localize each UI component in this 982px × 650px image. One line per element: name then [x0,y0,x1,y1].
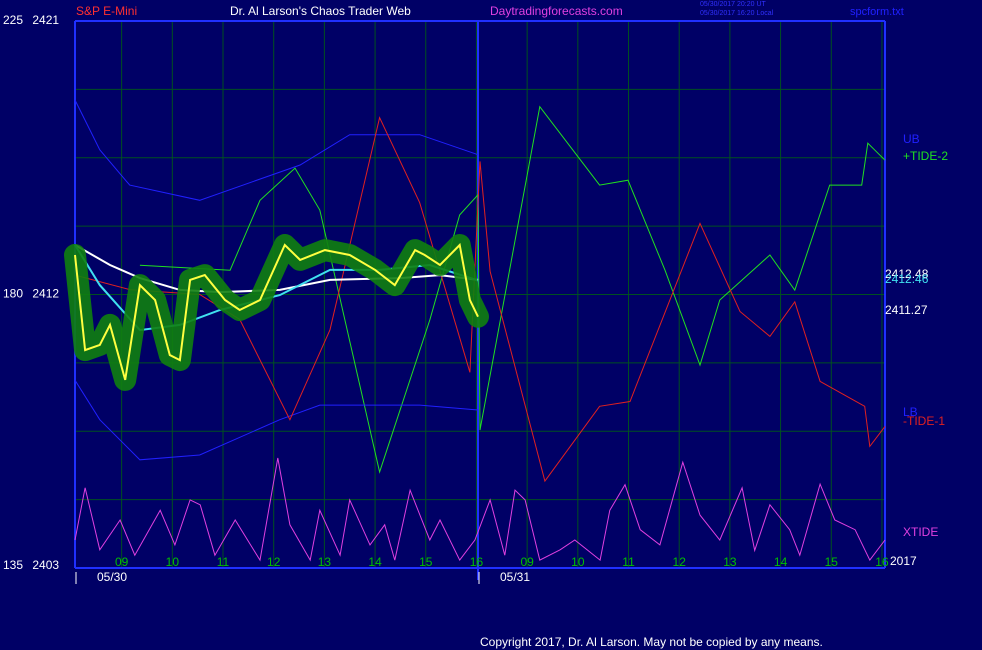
timestamp-ut: 05/30/2017 20:20 UT [700,1,766,8]
x-tick-label: 10 [571,555,585,569]
value-label: 2411.27 [885,303,928,317]
day-label: 05/30 [97,570,127,584]
x-tick-label: 12 [673,555,687,569]
series-label: UB [903,132,920,146]
series-line [74,244,479,294]
x-tick-label: 09 [115,555,129,569]
y-tick-label: 225 2421 [3,13,59,27]
x-tick-label: 16 [875,555,889,569]
x-tick-label: 11 [217,555,230,569]
y-tick-label: 180 2412 [3,287,59,301]
series-label: XTIDE [903,525,938,539]
series-label: LB [903,405,918,419]
x-tick-label: 14 [774,555,788,569]
day-label: 05/31 [500,570,530,584]
x-tick-label: 16 [470,555,484,569]
series-line [74,99,479,201]
x-tick-label: 12 [267,555,281,569]
symbol: S&P E-Mini [76,4,137,18]
site: Daytradingforecasts.com [490,4,623,18]
x-tick-label: 10 [166,555,180,569]
timestamp-local: 05/30/2017 16:20 Local [700,10,774,17]
x-tick-label: 15 [419,555,433,569]
file-name: spcform.txt [850,6,904,18]
title: Dr. Al Larson's Chaos Trader Web [230,4,411,18]
year-label: 2017 [890,554,917,568]
series-line [74,116,886,483]
series-line [74,457,886,562]
series-line [74,379,479,461]
value-label: 2412.48 [885,267,929,281]
series-label: +TIDE-2 [903,149,948,163]
x-tick-label: 09 [520,555,534,569]
x-tick-label: 11 [622,555,635,569]
value-label: 2412.46 [885,272,929,286]
x-tick-label: 14 [368,555,382,569]
x-tick-label: 13 [318,555,332,569]
series-label: -TIDE-1 [903,414,945,428]
series-line [74,242,479,381]
x-tick-label: 13 [723,555,737,569]
x-tick-label: 15 [825,555,839,569]
series-line [139,105,886,474]
copyright: Copyright 2017, Dr. Al Larson. May not b… [480,635,823,649]
y-tick-label: 135 2403 [3,558,59,572]
